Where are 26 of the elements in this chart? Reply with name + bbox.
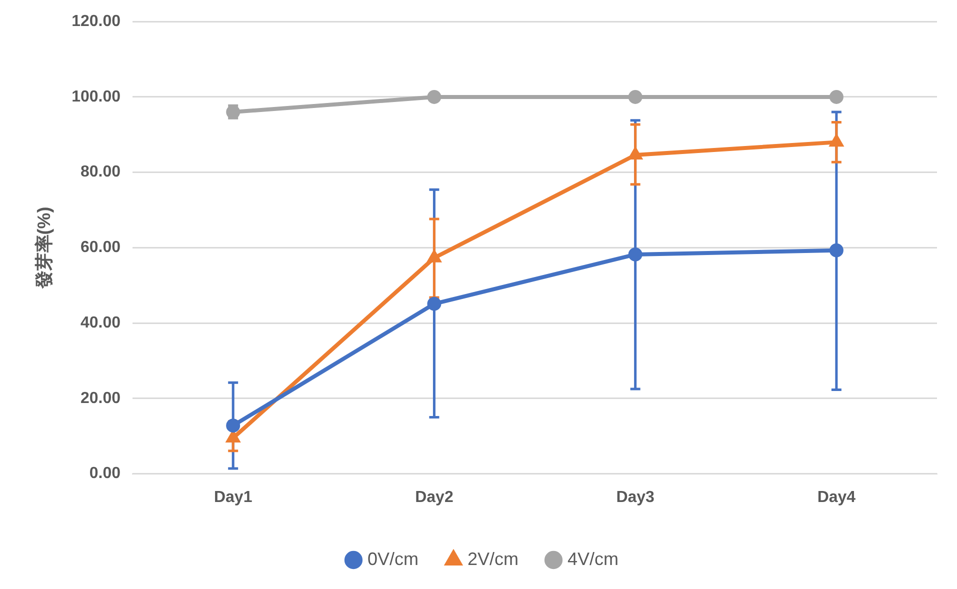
point bbox=[428, 250, 441, 262]
y-tick-label: 20.00 bbox=[80, 390, 121, 407]
x-tick-label: Day1 bbox=[214, 488, 252, 506]
point bbox=[830, 135, 843, 147]
x-tick-label: Day3 bbox=[616, 488, 655, 506]
legend-label: 0V/cm bbox=[367, 548, 418, 569]
x-tick-label: Day4 bbox=[817, 488, 856, 506]
point bbox=[829, 90, 844, 104]
y-tick-label: 100.00 bbox=[72, 88, 121, 106]
point bbox=[628, 90, 642, 104]
y-tick-label: 40.00 bbox=[80, 314, 121, 332]
y-tick-label: 80.00 bbox=[80, 164, 121, 181]
y-tick-label: 60.00 bbox=[80, 239, 121, 256]
point bbox=[829, 243, 844, 258]
point bbox=[427, 296, 442, 311]
point bbox=[427, 90, 442, 104]
point bbox=[628, 247, 642, 262]
point bbox=[628, 148, 642, 160]
legend-label: 4V/cm bbox=[568, 548, 619, 569]
point bbox=[226, 418, 240, 433]
point bbox=[226, 431, 240, 442]
x-tick-label: Day2 bbox=[415, 488, 454, 506]
y-tick-label: 120.00 bbox=[72, 13, 121, 30]
legend-label: 2V/cm bbox=[467, 548, 519, 569]
y-axis-title: 發芽率(%) bbox=[34, 206, 54, 290]
y-tick-label: 0.00 bbox=[89, 465, 121, 482]
